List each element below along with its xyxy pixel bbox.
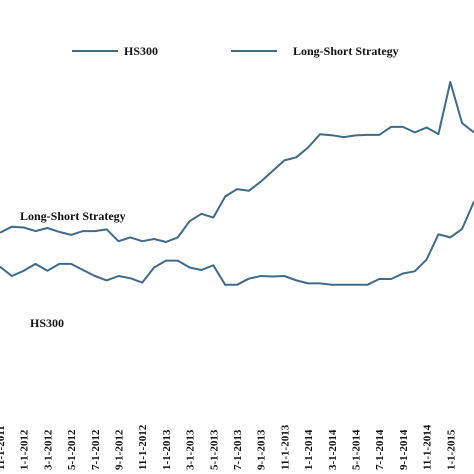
x-tick-label: 11-1-2011 <box>0 425 7 470</box>
x-tick-label: 1-1-2012 <box>19 429 31 470</box>
x-tick-label: 1-1-2013 <box>161 429 173 470</box>
annotation-long-short: Long-Short Strategy <box>20 209 126 223</box>
x-tick-label: 9-1-2014 <box>398 429 410 470</box>
series-line-long-short-strategy <box>0 81 474 243</box>
x-tick-label: 7-1-2012 <box>90 429 102 470</box>
x-tick-label: 1-1-2014 <box>303 429 315 470</box>
x-tick-label: 11-1-2013 <box>279 424 291 470</box>
annotation-hs300: HS300 <box>30 316 64 330</box>
legend-label-hs300: HS300 <box>124 44 158 58</box>
series-line-hs300 <box>0 201 474 286</box>
x-tick-label: 7-1-2014 <box>374 429 386 470</box>
x-tick-label: 9-1-2012 <box>114 429 126 470</box>
x-tick-label: 9-1-2013 <box>256 429 268 470</box>
x-tick-label: 3-1-2013 <box>185 429 197 470</box>
x-tick-label: 11-1-2012 <box>137 424 149 470</box>
legend: HS300 Long-Short Strategy <box>72 44 399 58</box>
x-tick-label: 5-1-2014 <box>351 429 363 470</box>
legend-label-long-short: Long-Short Strategy <box>293 44 399 58</box>
x-tick-label: 7-1-2013 <box>232 429 244 470</box>
x-tick-label: 5-1-2012 <box>66 429 78 470</box>
x-tick-label: 3-1-2012 <box>42 429 54 470</box>
x-tick-label: 11-1-2014 <box>422 424 434 470</box>
x-tick-label: 1-1-2015 <box>445 429 457 470</box>
x-tick-label: 3-1-2014 <box>327 429 339 470</box>
x-tick-label: 5-1-2013 <box>208 429 220 470</box>
x-axis-ticks: 11-1-2011 1-1-2012 3-1-2012 5-1-2012 7-1-201… <box>0 424 457 470</box>
series-lines <box>0 81 474 286</box>
